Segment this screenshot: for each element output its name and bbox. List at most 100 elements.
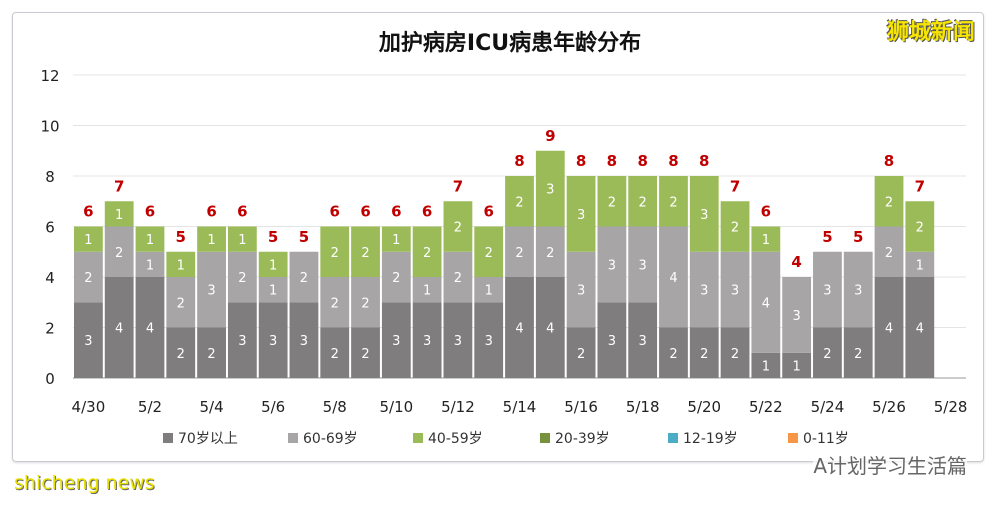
y-tick-label: 12 bbox=[40, 67, 59, 85]
total-label: 6 bbox=[330, 203, 340, 221]
segment-label: 4 bbox=[146, 322, 154, 337]
bar-segment bbox=[412, 226, 442, 277]
segment-label: 4 bbox=[669, 271, 677, 286]
legend-label: 40-59岁 bbox=[428, 431, 483, 447]
total-label: 5 bbox=[822, 228, 832, 246]
segment-label: 2 bbox=[608, 195, 616, 210]
segment-label: 3 bbox=[823, 284, 831, 299]
segment-label: 3 bbox=[485, 334, 493, 349]
segment-label: 2 bbox=[84, 271, 92, 286]
bar-segment bbox=[628, 226, 658, 303]
total-label: 6 bbox=[206, 203, 216, 221]
segment-label: 3 bbox=[639, 258, 647, 273]
total-label: 9 bbox=[545, 127, 555, 145]
bar-segment bbox=[689, 327, 719, 378]
segment-label: 3 bbox=[392, 334, 400, 349]
segment-label: 1 bbox=[269, 258, 277, 273]
bar-segment bbox=[166, 277, 196, 328]
x-tick-label: 5/18 bbox=[626, 398, 660, 416]
bar-segment bbox=[505, 226, 534, 277]
bar-segment bbox=[258, 277, 288, 303]
bar-segment bbox=[443, 201, 473, 252]
segment-label: 3 bbox=[639, 334, 647, 349]
segment-label: 3 bbox=[269, 334, 277, 349]
bar-segment bbox=[813, 251, 842, 328]
bar-segment bbox=[628, 302, 658, 378]
segment-label: 2 bbox=[115, 246, 123, 261]
bar-segment bbox=[782, 277, 812, 353]
bar-segment bbox=[74, 226, 103, 252]
segment-label: 4 bbox=[115, 322, 123, 337]
segment-label: 1 bbox=[115, 208, 123, 223]
segment-label: 4 bbox=[885, 322, 893, 337]
segment-label: 2 bbox=[361, 296, 369, 311]
bar-segment bbox=[874, 176, 904, 227]
bar-segment bbox=[381, 226, 411, 252]
legend-swatch bbox=[668, 433, 678, 443]
segment-label: 2 bbox=[669, 347, 677, 362]
legend-label: 0-11岁 bbox=[803, 431, 849, 447]
bar-segment bbox=[843, 251, 873, 328]
bar-segment bbox=[104, 277, 134, 378]
segment-label: 2 bbox=[331, 347, 339, 362]
segment-label: 2 bbox=[361, 246, 369, 261]
segment-label: 4 bbox=[546, 322, 554, 337]
segment-label: 2 bbox=[731, 221, 739, 236]
bar-segment bbox=[720, 327, 750, 378]
bar-segment bbox=[689, 176, 719, 252]
segment-label: 1 bbox=[146, 233, 154, 248]
total-label: 8 bbox=[637, 152, 647, 170]
segment-label: 2 bbox=[916, 221, 924, 236]
bar-segment bbox=[320, 277, 350, 328]
legend-label: 20-39岁 bbox=[555, 431, 610, 447]
segment-label: 3 bbox=[731, 284, 739, 299]
segment-label: 1 bbox=[207, 233, 215, 248]
bar-segment bbox=[689, 251, 719, 328]
segment-label: 1 bbox=[916, 258, 924, 273]
bar-segment bbox=[628, 176, 658, 227]
segment-label: 2 bbox=[577, 347, 585, 362]
segment-label: 2 bbox=[546, 246, 554, 261]
segment-label: 2 bbox=[731, 347, 739, 362]
segment-label: 1 bbox=[762, 233, 770, 248]
x-tick-label: 5/20 bbox=[687, 398, 721, 416]
bar-segment bbox=[813, 327, 842, 378]
segment-label: 2 bbox=[485, 246, 493, 261]
bar-segment bbox=[135, 251, 165, 277]
bar-segment bbox=[535, 277, 565, 378]
bar-segment bbox=[720, 201, 750, 252]
x-tick-label: 5/16 bbox=[564, 398, 598, 416]
segment-label: 2 bbox=[331, 296, 339, 311]
segment-label: 3 bbox=[84, 334, 92, 349]
bar-segment bbox=[905, 201, 935, 252]
legend-swatch bbox=[163, 433, 173, 443]
total-label: 7 bbox=[730, 177, 740, 195]
total-label: 8 bbox=[699, 152, 709, 170]
x-tick-label: 5/4 bbox=[199, 398, 223, 416]
bar-segment bbox=[227, 251, 257, 303]
bar-segment bbox=[166, 327, 196, 378]
watermark-source: shicheng news bbox=[14, 472, 155, 494]
bar-segment bbox=[720, 251, 750, 328]
bar-segment bbox=[659, 327, 688, 378]
segment-label: 2 bbox=[207, 347, 215, 362]
segment-label: 3 bbox=[854, 284, 862, 299]
bar-segment bbox=[474, 302, 504, 378]
bar-segment bbox=[197, 226, 226, 252]
bar-segment bbox=[782, 352, 812, 378]
legend-label: 12-19岁 bbox=[683, 431, 738, 447]
legend-label: 70岁以上 bbox=[178, 431, 238, 447]
total-label: 6 bbox=[761, 203, 771, 221]
bar-segment bbox=[905, 277, 935, 378]
bar-segment bbox=[751, 352, 781, 378]
legend-swatch bbox=[413, 433, 423, 443]
y-tick-label: 8 bbox=[45, 168, 55, 186]
bar-segment bbox=[535, 226, 565, 277]
bar-segment bbox=[197, 327, 226, 378]
total-label: 6 bbox=[145, 203, 155, 221]
bar-segment bbox=[351, 277, 380, 328]
segment-label: 1 bbox=[177, 258, 185, 273]
segment-label: 2 bbox=[854, 347, 862, 362]
segment-label: 2 bbox=[454, 271, 462, 286]
